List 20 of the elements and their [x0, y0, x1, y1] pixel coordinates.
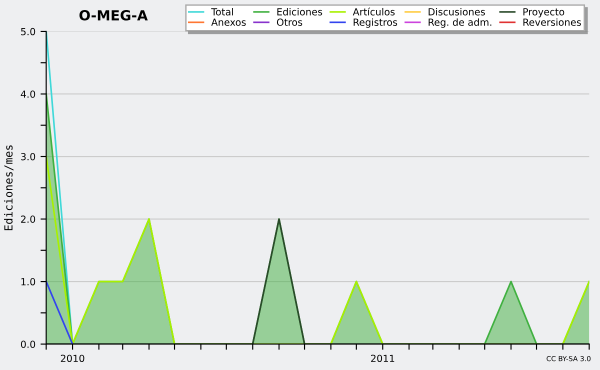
legend-label: Proyecto: [523, 8, 564, 18]
legend-label: Otros: [276, 18, 302, 26]
y-tick-label: 5.0: [21, 28, 36, 36]
legend-label: Discusiones: [428, 8, 485, 16]
legend-label: Total: [211, 8, 233, 16]
legend-label: Anexos: [211, 18, 246, 26]
y-tick-label: 0.0: [20, 340, 36, 348]
y-tick-label: 3.0: [21, 152, 36, 160]
y-tick-label: 2.0: [21, 216, 36, 223]
legend-label: Artículos: [352, 8, 395, 16]
legend-label: Registros: [354, 18, 398, 28]
x-tick-label: 2010: [60, 354, 84, 362]
y-axis-title: Ediciones/mes: [4, 145, 14, 230]
legend-label: Ediciones: [277, 8, 322, 16]
y-tick-label: 1.0: [21, 278, 36, 286]
y-tick-label: 4.0: [20, 90, 36, 98]
legend-label: Reg. de adm.: [428, 18, 492, 28]
x-tick-label: 2011: [371, 354, 394, 362]
legend-label: Reversiones: [523, 18, 581, 26]
chart-title: O-MEG-A: [79, 10, 148, 21]
